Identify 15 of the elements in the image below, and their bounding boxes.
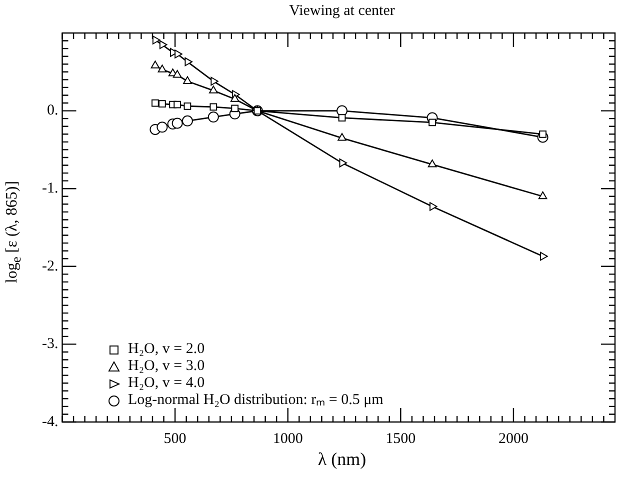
chart-title: Viewing at center: [288, 3, 396, 20]
legend-label: H₂O, v = 3.0: [128, 358, 205, 375]
y-tick-label: -1.: [42, 180, 58, 197]
x-tick-label: 500: [164, 430, 186, 447]
legend-label: Log-normal H₂O distribution: rₘ = 0.5 μm: [128, 392, 384, 409]
x-tick-label: 1500: [386, 430, 416, 447]
y-tick-label: 0.: [46, 102, 58, 119]
legend-label: H₂O, v = 2.0: [128, 341, 205, 358]
x-axis-title: λ (nm): [316, 449, 368, 470]
y-tick-label: -2.: [42, 258, 58, 274]
y-tick-label: -4.: [42, 414, 58, 430]
x-tick-label: 1000: [272, 430, 303, 447]
legend-label: H₂O, v = 4.0: [128, 375, 205, 392]
y-tick-label: -3.: [42, 336, 58, 352]
x-tick-label: 2000: [498, 430, 528, 447]
